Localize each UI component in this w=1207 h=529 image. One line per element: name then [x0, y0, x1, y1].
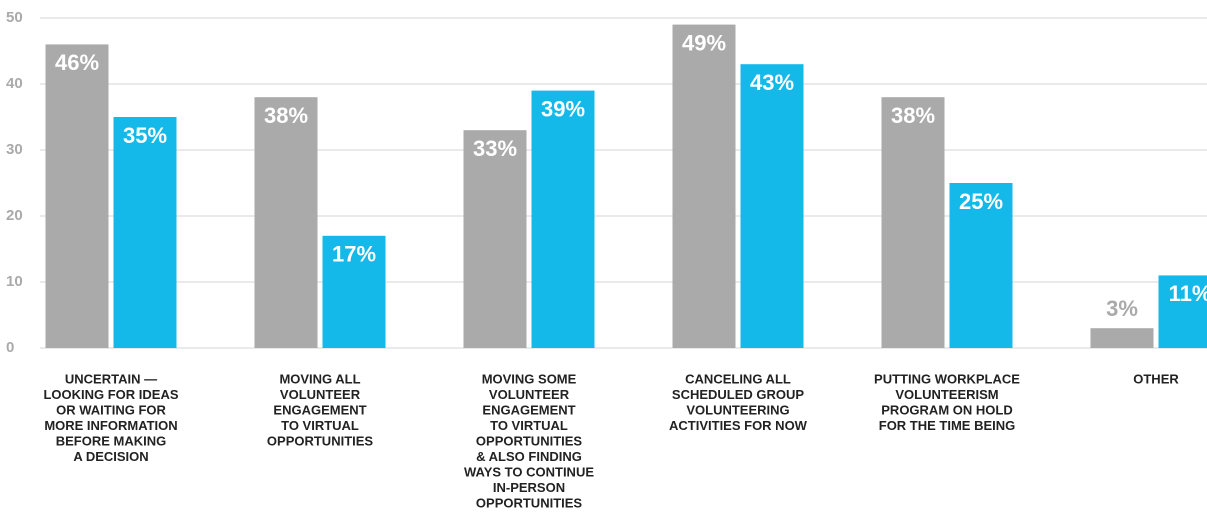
x-tick-label: VOLUNTEERING [686, 402, 789, 417]
x-tick-label: A DECISION [73, 449, 148, 464]
x-tick-label: WAYS TO CONTINUE [464, 464, 594, 479]
x-tick-label: MOVING ALL [279, 371, 360, 386]
x-tick-label: BEFORE MAKING [56, 433, 167, 448]
x-tick-label: IN-PERSON [493, 480, 565, 495]
x-tick-label: & ALSO FINDING [476, 449, 582, 464]
value-label: 39% [541, 96, 585, 121]
x-tick-label: LOOKING FOR IDEAS [43, 387, 178, 402]
x-tick-label: OTHER [1133, 371, 1179, 386]
bar [672, 24, 736, 348]
x-tick-label: OPPORTUNITIES [267, 433, 374, 448]
bar [1158, 275, 1207, 348]
x-tick-label: OPPORTUNITIES [476, 433, 583, 448]
x-tick-label: UNCERTAIN — [65, 371, 157, 386]
bar [254, 97, 318, 348]
y-tick-label: 10 [6, 273, 23, 290]
x-tick-label: VOLUNTEER [280, 387, 361, 402]
x-tick-label: SCHEDULED GROUP [672, 387, 805, 402]
x-tick-label: ACTIVITIES FOR NOW [669, 418, 808, 433]
value-label: 3% [1106, 296, 1138, 321]
x-tick-label: VOLUNTEER [489, 387, 570, 402]
y-tick-label: 20 [6, 207, 23, 224]
bar [113, 117, 177, 348]
y-tick-label: 0 [6, 339, 14, 356]
bar [949, 183, 1013, 348]
x-tick-label: OPPORTUNITIES [476, 495, 583, 510]
x-tick-label: CANCELING ALL [685, 371, 791, 386]
bar [740, 64, 804, 348]
value-label: 11% [1169, 281, 1207, 306]
x-tick-label: MOVING SOME [482, 371, 577, 386]
x-tick-label: MORE INFORMATION [44, 418, 177, 433]
x-tick-label: PROGRAM ON HOLD [881, 402, 1012, 417]
bar [1090, 328, 1154, 348]
x-tick-label: FOR THE TIME BEING [879, 418, 1016, 433]
bar [45, 44, 109, 349]
y-tick-label: 50 [6, 9, 23, 26]
x-tick-label: PUTTING WORKPLACE [874, 371, 1020, 386]
value-label: 49% [682, 30, 726, 55]
x-tick-label: TO VIRTUAL [490, 418, 568, 433]
value-label: 35% [123, 123, 167, 148]
value-label: 43% [750, 70, 794, 95]
x-tick-label: ENGAGEMENT [273, 402, 366, 417]
value-label: 46% [55, 50, 99, 75]
bar [463, 130, 527, 348]
bar [322, 235, 386, 348]
x-tick-label: TO VIRTUAL [281, 418, 359, 433]
value-label: 33% [473, 136, 517, 161]
bar [531, 90, 595, 348]
y-tick-label: 30 [6, 141, 23, 158]
value-label: 17% [332, 242, 376, 267]
x-tick-label: OR WAITING FOR [56, 402, 166, 417]
y-tick-label: 40 [6, 75, 23, 92]
value-label: 38% [264, 103, 308, 128]
x-tick-label: ENGAGEMENT [482, 402, 575, 417]
x-tick-label: VOLUNTEERISM [895, 387, 998, 402]
bar [881, 97, 945, 348]
value-label: 25% [959, 189, 1003, 214]
value-label: 38% [891, 103, 935, 128]
